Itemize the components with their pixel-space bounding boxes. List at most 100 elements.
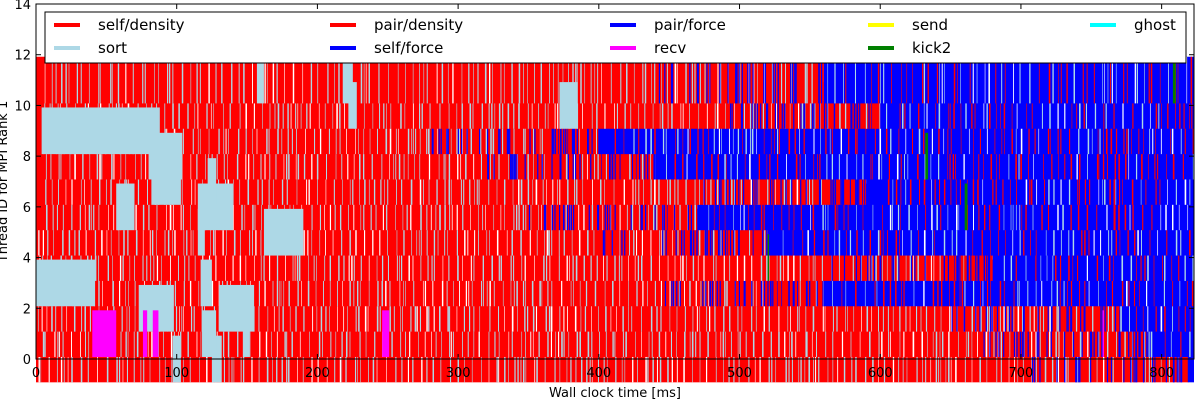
task-stripe — [845, 284, 846, 332]
task-stripe — [1059, 259, 1061, 307]
task-stripe — [174, 259, 176, 307]
task-stripe — [926, 82, 928, 129]
task-stripe — [565, 132, 568, 180]
task-stripe — [708, 259, 709, 307]
task-stripe — [333, 158, 335, 205]
task-stripe — [953, 56, 956, 104]
task-stripe — [1073, 56, 1075, 104]
task-stripe — [1048, 158, 1050, 205]
task-stripe — [181, 284, 183, 332]
task-stripe — [330, 310, 332, 357]
task-stripe — [1039, 310, 1041, 357]
task-stripe — [1126, 107, 1128, 155]
task-stripe — [1143, 107, 1145, 155]
task-stripe — [633, 208, 635, 256]
task-stripe — [45, 183, 48, 231]
task-stripe — [807, 310, 808, 357]
task-stripe — [513, 132, 514, 180]
task-stripe — [323, 259, 324, 307]
task-stripe — [381, 234, 384, 281]
task-stripe — [985, 284, 987, 332]
task-stripe — [202, 158, 203, 205]
task-stripe — [482, 259, 484, 307]
task-stripe — [268, 107, 270, 155]
task-stripe — [277, 82, 280, 129]
task-stripe — [324, 82, 326, 129]
task-stripe — [566, 183, 569, 231]
task-stripe — [1094, 82, 1097, 129]
task-stripe — [621, 234, 623, 281]
task-stripe — [1011, 107, 1013, 155]
task-stripe — [227, 158, 230, 205]
task-stripe — [463, 158, 465, 205]
task-stripe — [636, 208, 638, 256]
task-stripe — [878, 310, 880, 357]
task-stripe — [960, 56, 961, 104]
task-stripe — [1010, 234, 1013, 281]
y-tick-label: 14 — [14, 0, 31, 13]
task-stripe — [258, 259, 260, 307]
task-stripe — [641, 284, 642, 332]
x-tick-label: 600 — [868, 366, 893, 381]
task-stripe — [612, 310, 614, 357]
task-stripe — [134, 234, 136, 281]
task-stripe — [882, 284, 884, 332]
task-stripe — [689, 259, 691, 307]
task-stripe — [1134, 56, 1136, 104]
task-stripe — [236, 132, 239, 180]
task-stripe — [180, 183, 182, 231]
task-stripe — [882, 208, 884, 256]
task-stripe — [99, 132, 101, 180]
task-stripe — [1184, 284, 1186, 332]
task-stripe — [738, 56, 740, 104]
task-stripe — [809, 259, 811, 307]
task-stripe — [296, 107, 297, 155]
task-stripe — [450, 310, 452, 357]
task-stripe — [651, 310, 653, 357]
task-stripe — [144, 259, 145, 307]
task-stripe — [1033, 284, 1035, 332]
task-stripe — [458, 107, 461, 155]
sort-block — [263, 208, 304, 256]
task-stripe — [1175, 82, 1176, 129]
task-stripe — [1120, 284, 1122, 332]
task-stripe — [845, 208, 847, 256]
task-stripe — [575, 56, 577, 104]
task-stripe — [793, 183, 795, 231]
task-stripe — [370, 183, 372, 231]
task-stripe — [1021, 183, 1023, 231]
task-stripe — [908, 183, 910, 231]
task-stripe — [910, 208, 912, 256]
task-stripe — [986, 82, 988, 129]
task-stripe — [706, 82, 708, 129]
task-stripe — [276, 234, 279, 281]
task-stripe — [729, 208, 732, 256]
y-tick-label: 10 — [14, 99, 31, 114]
task-stripe — [986, 107, 988, 155]
x-tick-label: 400 — [586, 366, 611, 381]
task-stripe — [947, 132, 949, 180]
task-stripe — [760, 82, 762, 129]
task-stripe — [506, 107, 509, 155]
task-stripe — [1161, 82, 1162, 129]
task-stripe — [920, 284, 922, 332]
task-stripe — [1025, 234, 1027, 281]
recv-block — [1102, 310, 1104, 357]
task-stripe — [841, 310, 844, 357]
task-stripe — [153, 234, 155, 281]
task-stripe — [735, 56, 737, 104]
task-stripe — [1002, 158, 1004, 205]
task-stripe — [887, 208, 889, 256]
task-stripe — [707, 310, 709, 357]
task-stripe — [933, 234, 935, 281]
task-stripe — [782, 208, 784, 256]
task-stripe — [779, 208, 781, 256]
task-stripe — [840, 158, 842, 205]
task-stripe — [161, 259, 162, 307]
task-stripe — [239, 208, 241, 256]
y-axis-label: Thread ID for MPI Rank 1 — [0, 101, 11, 263]
task-stripe — [266, 56, 268, 104]
task-stripe — [947, 183, 949, 231]
task-stripe — [786, 132, 787, 180]
task-stripe — [999, 284, 1001, 332]
